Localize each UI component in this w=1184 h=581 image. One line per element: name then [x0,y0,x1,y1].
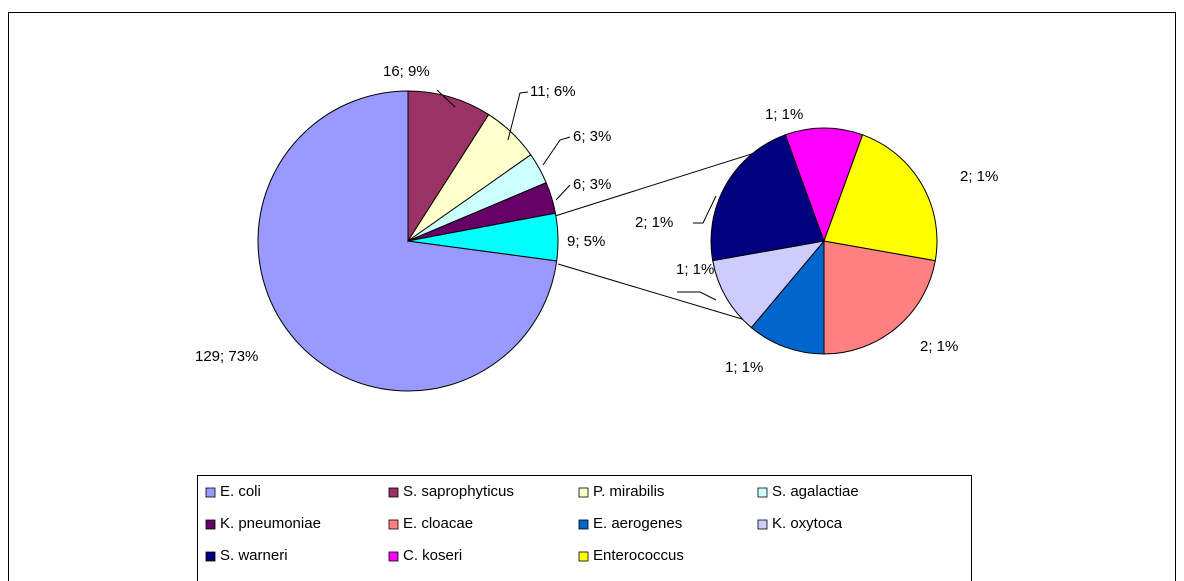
data-label: 1; 1% [765,106,803,123]
legend-swatch [757,487,768,498]
legend-swatch [757,519,768,530]
leader-line [436,89,456,108]
legend-label: E. aerogenes [593,515,682,532]
data-label: 2; 1% [920,338,958,355]
data-label: 2; 1% [635,214,673,231]
data-label: 6; 3% [573,128,611,145]
legend-swatch [205,487,216,498]
data-label: 16; 9% [383,63,430,80]
pie-slice [750,239,825,355]
legend-label: Enterococcus [593,547,684,564]
pie-slice [712,240,826,329]
legend-swatch [388,487,399,498]
legend-label: E. cloacae [403,515,473,532]
legend-swatch [578,487,589,498]
leader-line [507,91,529,141]
data-label: 11; 6% [530,83,576,100]
legend-label: S. warneri [220,547,288,564]
legend-label: S. agalactiae [772,483,859,500]
data-label: 2; 1% [960,168,998,185]
pie-slice [784,127,864,243]
pie-slice [823,240,936,355]
data-label: 9; 5% [567,233,605,250]
legend-swatch [388,551,399,562]
legend-swatch [205,551,216,562]
pie-slice [407,90,490,243]
connector-line [554,144,781,217]
leader-line [555,184,571,201]
legend-swatch [578,551,589,562]
legend-swatch [205,519,216,530]
legend-label: P. mirabilis [593,483,664,500]
leader-line [542,136,571,166]
pie-slice [823,134,938,262]
data-label: 1; 1% [676,261,714,278]
leader-line [693,195,717,224]
legend-label: S. saprophyticus [403,483,514,500]
leader-line [677,291,717,301]
legend-label: E. coli [220,483,261,500]
legend-label: C. koseri [403,547,462,564]
legend-swatch [388,519,399,530]
legend-label: K. pneumoniae [220,515,321,532]
data-label: 129; 73% [195,348,258,365]
legend-label: K. oxytoca [772,515,843,532]
connector-line [557,263,753,323]
pie-slice [710,134,825,262]
data-label: 1; 1% [725,359,763,376]
data-label: 6; 3% [573,176,611,193]
legend-swatch [578,519,589,530]
pie-slice [257,90,558,392]
pie-slice [407,212,559,262]
